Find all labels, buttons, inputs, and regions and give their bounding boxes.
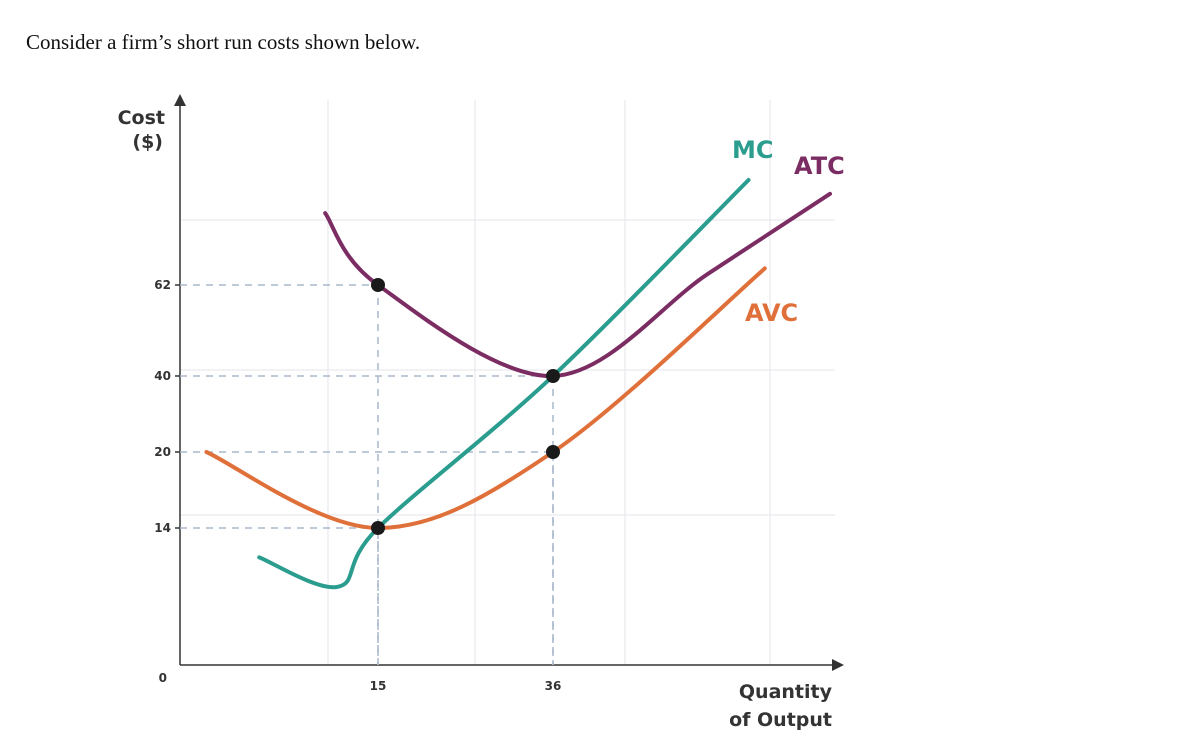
origin-label: 0 bbox=[159, 671, 167, 685]
marked-point-3 bbox=[371, 521, 385, 535]
reference-lines bbox=[180, 284, 554, 665]
marked-point-1 bbox=[546, 369, 560, 383]
mc-curve bbox=[257, 178, 751, 590]
avc-label: AVC bbox=[745, 299, 798, 327]
marked-point-2 bbox=[546, 445, 560, 459]
marked-points bbox=[371, 278, 560, 535]
marked-point-0 bbox=[371, 278, 385, 292]
x-axis-title-line2: of Output bbox=[729, 709, 832, 731]
curves bbox=[204, 178, 832, 590]
y-axis-title-line1: Cost bbox=[118, 107, 165, 129]
x-tick-15: 15 bbox=[370, 679, 387, 693]
y-tick-14: 14 bbox=[154, 521, 171, 535]
atc-curve bbox=[323, 191, 832, 379]
x-tick-36: 36 bbox=[545, 679, 562, 693]
avc-curve bbox=[204, 266, 767, 531]
grid bbox=[180, 100, 835, 665]
mc-label: MC bbox=[732, 136, 774, 164]
tick-labels: 62 40 20 14 15 36 0 bbox=[154, 278, 561, 693]
y-tick-62: 62 bbox=[154, 278, 171, 292]
y-tick-20: 20 bbox=[154, 445, 171, 459]
atc-label: ATC bbox=[794, 152, 845, 180]
y-axis-title-line2: ($) bbox=[132, 131, 163, 153]
y-tick-40: 40 bbox=[154, 369, 171, 383]
question-text: Consider a firm’s short run costs shown … bbox=[26, 30, 421, 54]
x-axis-title-line1: Quantity bbox=[739, 681, 833, 703]
